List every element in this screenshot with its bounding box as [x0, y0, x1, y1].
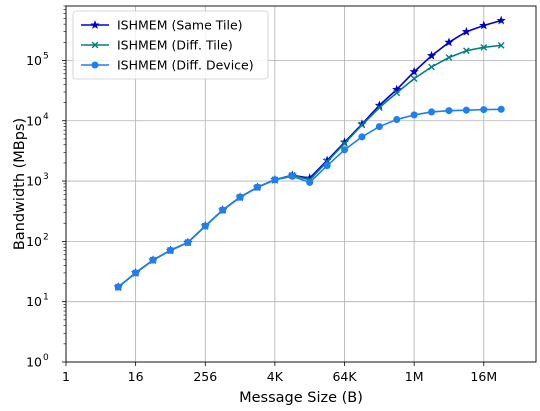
series-3: [114, 105, 505, 291]
y-tick-exponent: 0: [43, 353, 49, 363]
x-tick-label: 1M: [405, 369, 424, 384]
legend-entry: ISHMEM (Diff. Tile): [81, 38, 233, 53]
data-point-circle: [219, 206, 227, 214]
y-tick-label: 10: [26, 113, 42, 128]
data-point-circle: [358, 133, 366, 141]
y-tick-exponent: 5: [43, 51, 49, 61]
series-line: [117, 108, 502, 288]
legend-entry: ISHMEM (Same Tile): [81, 18, 243, 33]
data-point-x: [393, 89, 401, 97]
legend-box: [72, 10, 269, 80]
data-point-circle: [306, 178, 314, 186]
data-point-circle: [410, 111, 418, 119]
x-axis-title: Message Size (B): [239, 390, 363, 406]
y-tick-label: 10: [26, 174, 42, 189]
data-point-circle: [497, 105, 505, 113]
data-point-x: [375, 104, 383, 112]
data-point-circle: [375, 123, 383, 131]
y-tick-label: 10: [26, 294, 42, 309]
data-point-circle: [271, 176, 279, 184]
y-tick-label: 10: [26, 53, 42, 68]
data-point-circle: [91, 61, 99, 69]
data-point-star: [461, 26, 471, 36]
legend-label: ISHMEM (Diff. Device): [117, 58, 254, 73]
legend-label: ISHMEM (Diff. Tile): [117, 38, 233, 53]
data-point-circle: [428, 108, 436, 116]
y-tick-label: 10: [26, 234, 42, 249]
y-tick-exponent: 4: [43, 112, 49, 122]
data-point-x: [445, 54, 453, 61]
data-point-circle: [445, 107, 453, 115]
data-point-circle: [184, 238, 192, 246]
series-line: [117, 44, 502, 288]
data-point-x: [480, 43, 488, 51]
x-tick-label: 16: [128, 369, 144, 384]
legend-entry: ISHMEM (Diff. Device): [81, 58, 254, 73]
data-point-star: [392, 84, 402, 94]
data-point-star: [444, 37, 454, 47]
data-point-x: [91, 41, 99, 49]
data-point-circle: [462, 106, 470, 114]
legend-label: ISHMEM (Same Tile): [117, 18, 243, 33]
data-point-x: [462, 47, 470, 55]
y-tick-exponent: 3: [43, 172, 49, 182]
x-tick-label: 1: [62, 369, 70, 384]
data-point-x: [497, 41, 505, 49]
x-tick-label: 16M: [470, 369, 497, 384]
y-tick-label: 10: [26, 355, 42, 370]
data-point-circle: [149, 256, 157, 264]
data-point-x: [358, 121, 366, 129]
legend: ISHMEM (Same Tile) ISHMEM (Diff. Tile) ISH…: [72, 10, 269, 80]
data-point-circle: [323, 162, 331, 170]
data-point-x: [428, 63, 435, 71]
y-tick-exponent: 2: [43, 232, 49, 242]
x-tick-label: 64K: [332, 369, 357, 384]
data-point-star: [409, 66, 419, 76]
data-point-circle: [166, 246, 174, 254]
series-layer: [113, 15, 506, 291]
data-point-circle: [480, 106, 488, 114]
data-point-star: [479, 20, 489, 30]
data-point-star: [496, 15, 506, 25]
data-point-circle: [288, 172, 296, 180]
data-point-star: [90, 20, 100, 29]
data-point-circle: [253, 183, 262, 191]
data-point-circle: [236, 193, 244, 201]
x-tick-label: 4K: [267, 369, 284, 384]
x-tick-label: 256: [193, 369, 217, 384]
y-tick-exponent: 1: [43, 293, 49, 303]
data-point-circle: [201, 222, 209, 230]
data-point-circle: [393, 115, 401, 124]
data-point-circle: [114, 283, 122, 291]
y-axis-title: Bandwidth (MBps): [12, 118, 28, 250]
data-point-star: [426, 50, 437, 60]
series-2: [114, 41, 505, 291]
data-point-circle: [132, 269, 140, 277]
data-point-x: [341, 140, 348, 147]
data-point-x: [410, 75, 418, 82]
data-point-circle: [340, 146, 349, 154]
